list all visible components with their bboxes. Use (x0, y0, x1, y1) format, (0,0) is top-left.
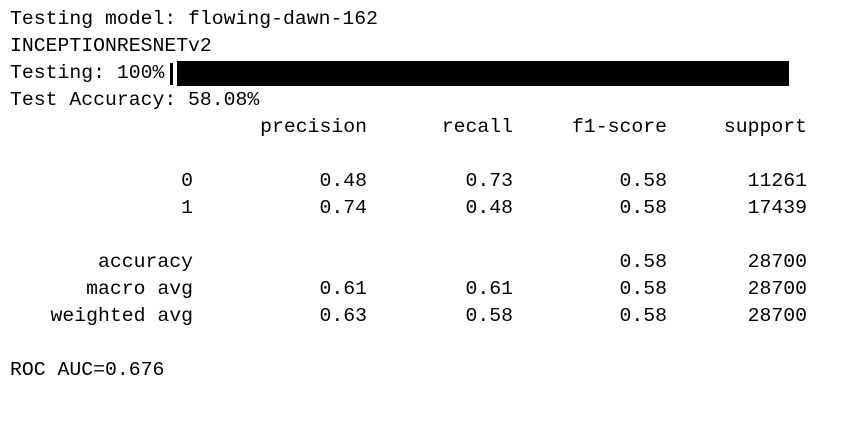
architecture-line: INCEPTIONRESNETv2 (10, 35, 212, 57)
recall-cell: 0.73 (465, 170, 513, 192)
f1-cell: 0.58 (619, 251, 667, 273)
progress-bar-fill (177, 61, 790, 86)
f1-cell: 0.58 (619, 170, 667, 192)
precision-cell: 0.48 (319, 170, 367, 192)
report-header-row: precision recall f1-score support (10, 114, 844, 141)
progress-bar-separator (170, 62, 174, 85)
row-label: 1 (181, 197, 193, 219)
recall-cell (367, 249, 513, 276)
recall-cell: 0.58 (465, 305, 513, 327)
blank-line (10, 330, 844, 357)
recall-cell: 0.61 (465, 278, 513, 300)
row-label: accuracy (98, 251, 193, 273)
column-header-precision: precision (260, 116, 367, 138)
support-cell: 11261 (747, 170, 807, 192)
table-row: 0 0.48 0.73 0.58 11261 (10, 168, 844, 195)
blank-line (10, 222, 844, 249)
table-row: weighted avg 0.63 0.58 0.58 28700 (10, 303, 844, 330)
column-header-f1-score: f1-score (572, 116, 667, 138)
support-cell: 28700 (747, 278, 807, 300)
row-label: weighted avg (50, 305, 193, 327)
table-row: 1 0.74 0.48 0.58 17439 (10, 195, 844, 222)
progress-label: Testing: 100% (10, 62, 165, 84)
f1-cell: 0.58 (619, 305, 667, 327)
f1-cell: 0.58 (619, 278, 667, 300)
precision-cell (193, 249, 367, 276)
row-label: 0 (181, 170, 193, 192)
support-cell: 17439 (747, 197, 807, 219)
model-line: Testing model: flowing-dawn-162 (10, 8, 378, 30)
table-row: macro avg 0.61 0.61 0.58 28700 (10, 276, 844, 303)
roc-auc-line: ROC AUC=0.676 (10, 359, 165, 381)
recall-cell: 0.48 (465, 197, 513, 219)
table-row: accuracy 0.58 28700 (10, 249, 844, 276)
column-header-recall: recall (441, 116, 513, 138)
progress-line: Testing: 100% (10, 60, 844, 87)
header-spacer (10, 114, 193, 141)
precision-cell: 0.61 (319, 278, 367, 300)
precision-cell: 0.74 (319, 197, 367, 219)
support-cell: 28700 (747, 251, 807, 273)
f1-cell: 0.58 (619, 197, 667, 219)
accuracy-line: Test Accuracy: 58.08% (10, 89, 260, 111)
column-header-support: support (723, 116, 807, 138)
row-label: macro avg (86, 278, 193, 300)
support-cell: 28700 (747, 305, 807, 327)
precision-cell: 0.63 (319, 305, 367, 327)
blank-line (10, 141, 844, 168)
